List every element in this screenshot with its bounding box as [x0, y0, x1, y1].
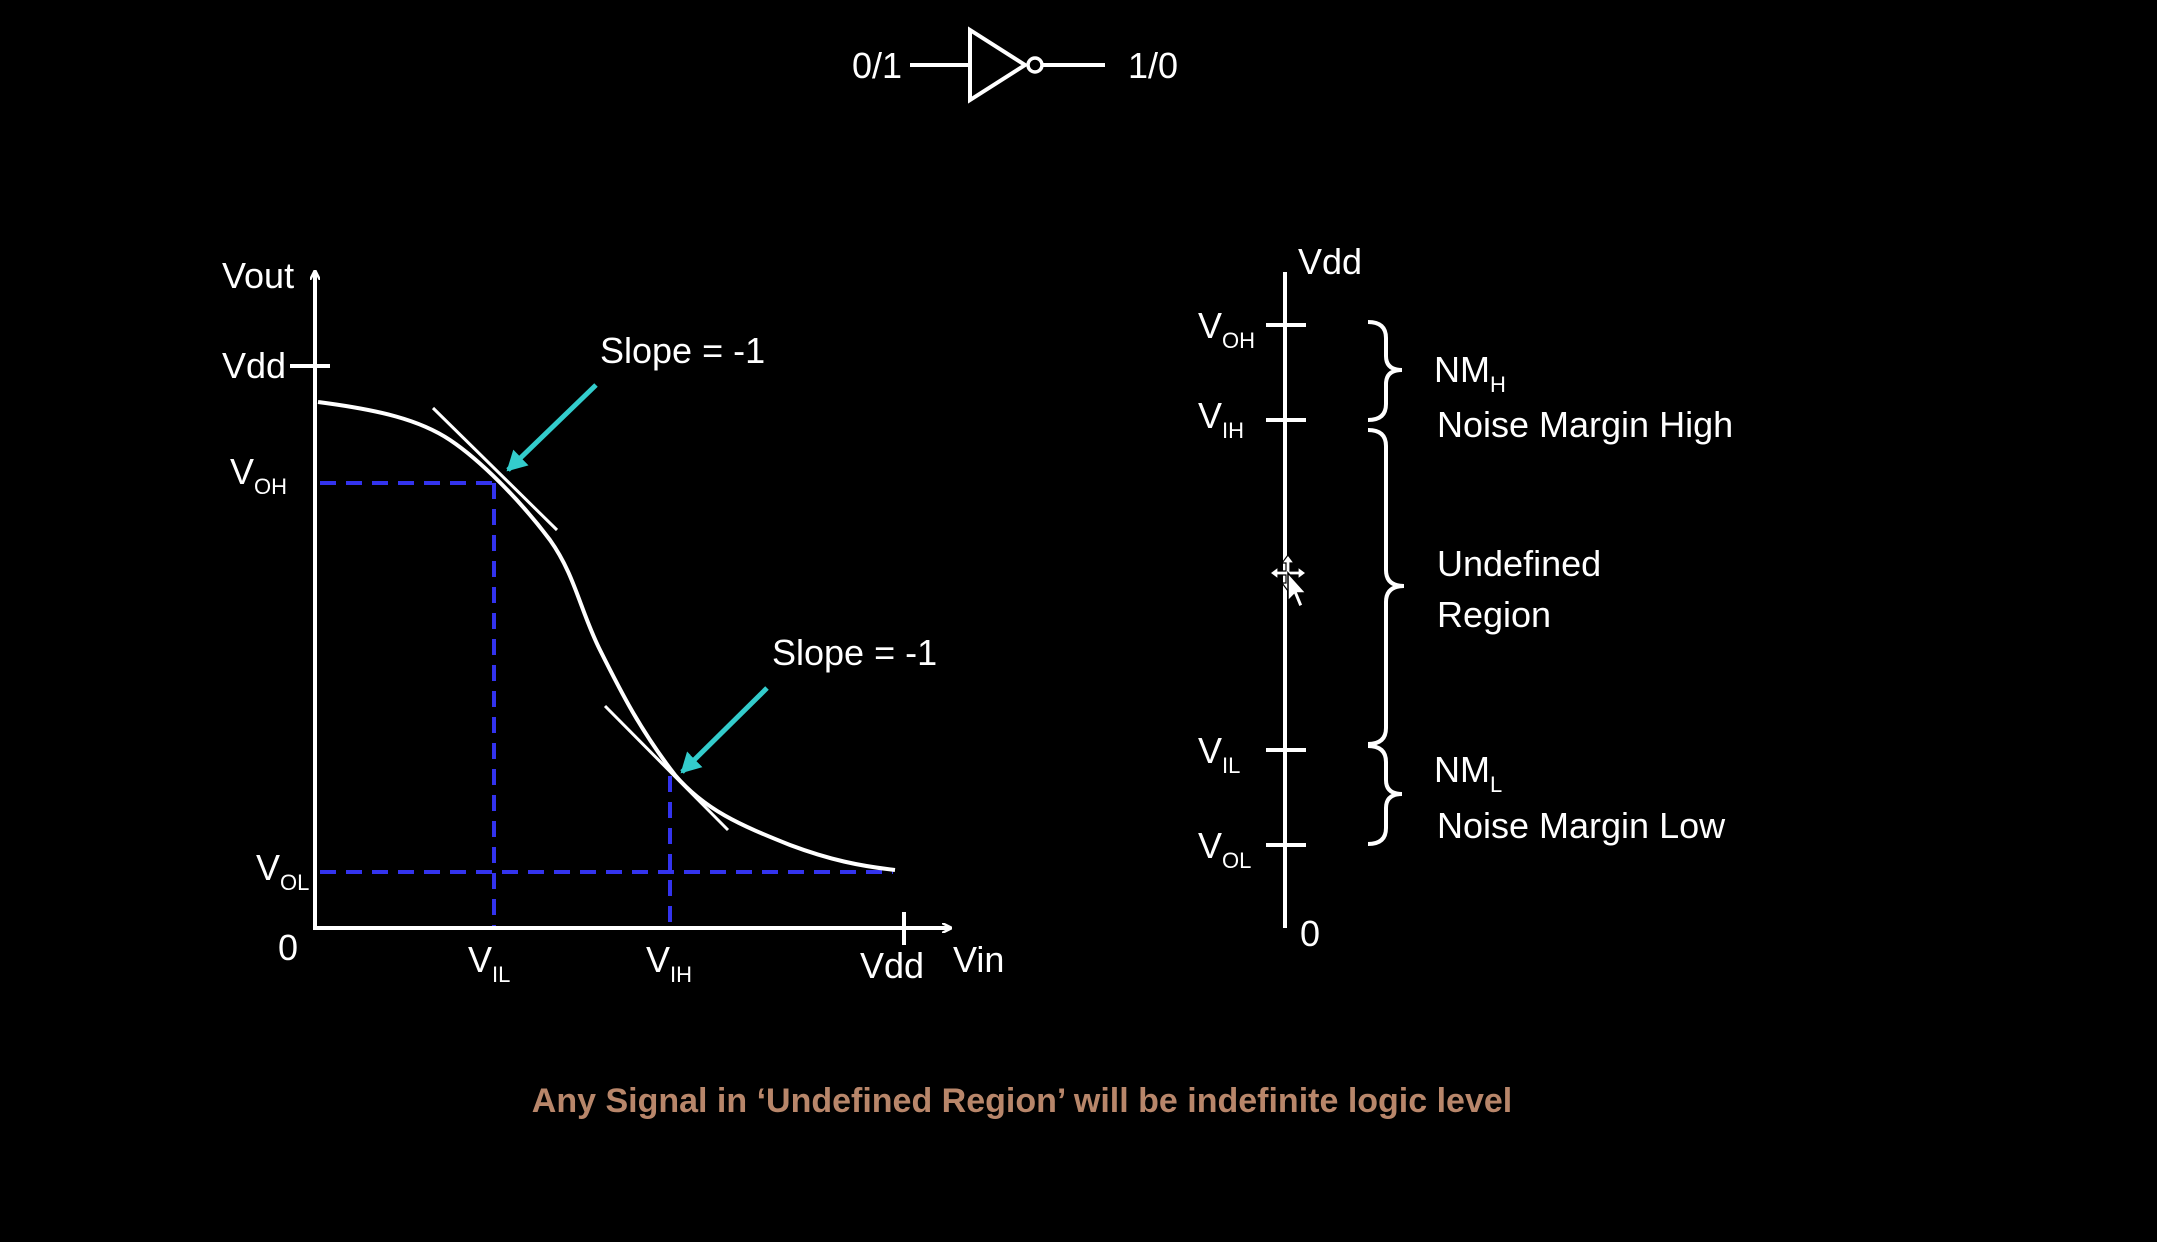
tangent-upper — [431, 406, 559, 532]
nmh-description: Noise Margin High — [1437, 404, 1733, 445]
arrow-upper-icon — [506, 383, 598, 472]
move-cursor-icon — [1269, 554, 1308, 609]
scale-vdd-label: Vdd — [1298, 241, 1362, 282]
brace-undefined — [1367, 428, 1405, 746]
voltage-scale — [1266, 272, 1405, 928]
gate-output-label: 1/0 — [1128, 45, 1178, 86]
vtc-plot — [290, 272, 950, 945]
undefined-region-line2: Region — [1437, 594, 1551, 635]
dashed-guides — [320, 481, 893, 926]
caption-text: Any Signal in ‘Undefined Region’ will be… — [532, 1082, 1512, 1120]
slope-lower-label: Slope = -1 — [772, 632, 937, 673]
y-axis-label: Vout — [222, 255, 294, 296]
vil-label: VIL — [468, 939, 510, 987]
x-vdd-label: Vdd — [860, 945, 924, 986]
scale-vil-label: VIL — [1198, 730, 1240, 778]
tangent-lower — [603, 704, 730, 832]
scale-voh-label: VOH — [1198, 305, 1255, 353]
nml-label: NML — [1434, 749, 1502, 797]
brace-nmh — [1367, 320, 1403, 422]
vol-label: VOL — [256, 847, 309, 895]
scale-vih-label: VIH — [1198, 395, 1244, 443]
vih-label: VIH — [646, 939, 692, 987]
brace-nml — [1367, 744, 1403, 846]
nmh-label: NMH — [1434, 349, 1506, 397]
nml-description: Noise Margin Low — [1437, 805, 1726, 846]
slope-upper-label: Slope = -1 — [600, 330, 765, 371]
voh-label: VOH — [230, 451, 287, 499]
scale-zero-label: 0 — [1300, 913, 1320, 954]
scale-vol-label: VOL — [1198, 825, 1251, 873]
gate-input-label: 0/1 — [852, 45, 902, 86]
vtc-curve — [317, 400, 896, 872]
arrow-lower-icon — [680, 686, 769, 774]
undefined-region-line1: Undefined — [1437, 543, 1601, 584]
x-axis-label: Vin — [953, 939, 1004, 980]
origin-label: 0 — [278, 927, 298, 968]
y-vdd-label: Vdd — [222, 345, 286, 386]
not-gate-icon — [910, 26, 1105, 104]
